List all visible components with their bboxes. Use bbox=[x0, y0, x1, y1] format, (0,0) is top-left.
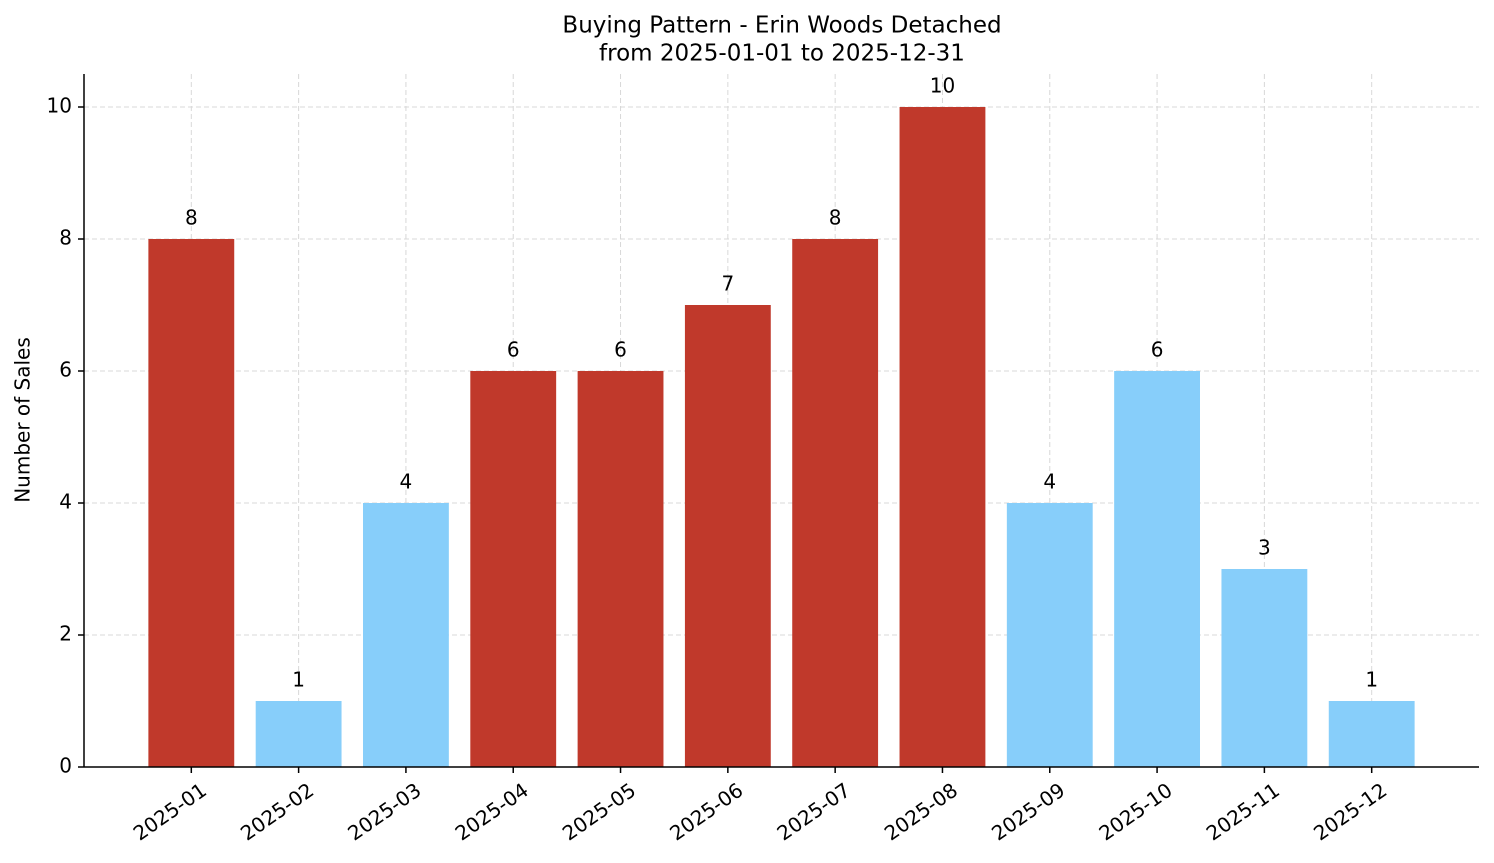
data-label: 7 bbox=[721, 272, 734, 296]
data-label: 8 bbox=[829, 206, 842, 230]
data-label: 1 bbox=[292, 668, 305, 692]
bar bbox=[255, 701, 342, 767]
bar bbox=[1114, 371, 1200, 767]
y-tick-label: 10 bbox=[47, 94, 72, 118]
data-label: 1 bbox=[1365, 668, 1378, 692]
data-label: 4 bbox=[1043, 470, 1056, 494]
bar bbox=[1006, 503, 1093, 767]
data-label: 4 bbox=[400, 470, 413, 494]
y-tick-label: 4 bbox=[59, 490, 72, 514]
bar bbox=[1328, 701, 1415, 767]
bar bbox=[899, 107, 986, 767]
y-tick-label: 0 bbox=[59, 754, 72, 778]
data-label: 6 bbox=[614, 338, 627, 362]
y-tick-label: 8 bbox=[59, 226, 72, 250]
data-label: 8 bbox=[185, 206, 198, 230]
chart-title: Buying Pattern - Erin Woods Detached bbox=[562, 13, 1001, 39]
y-tick-label: 2 bbox=[59, 622, 72, 646]
data-label: 6 bbox=[507, 338, 520, 362]
bar bbox=[1221, 569, 1308, 767]
bar bbox=[470, 371, 557, 767]
bar bbox=[363, 503, 449, 767]
bar bbox=[684, 305, 771, 767]
chart-subtitle: from 2025-01-01 to 2025-12-31 bbox=[599, 41, 965, 67]
bar bbox=[577, 371, 664, 767]
bar bbox=[148, 239, 235, 767]
y-tick-label: 6 bbox=[59, 358, 72, 382]
data-label: 3 bbox=[1258, 536, 1271, 560]
data-label: 10 bbox=[930, 74, 955, 98]
y-axis-label: Number of Sales bbox=[11, 337, 35, 503]
data-label: 6 bbox=[1151, 338, 1164, 362]
bar bbox=[792, 239, 879, 767]
